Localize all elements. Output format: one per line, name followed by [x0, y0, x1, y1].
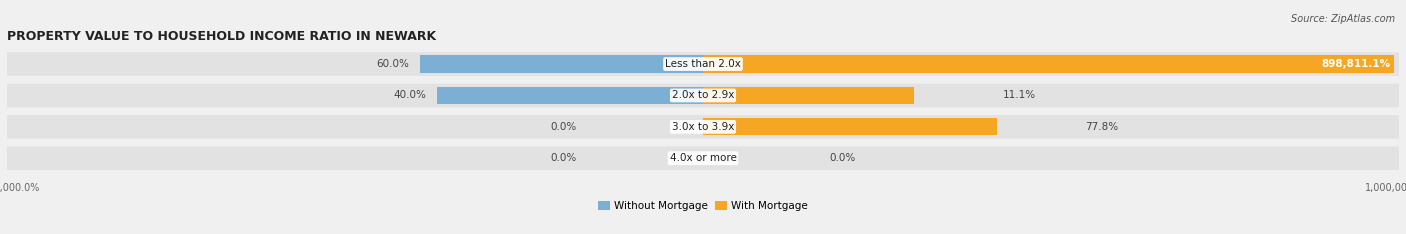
Bar [703, 55, 1395, 73]
Text: 4.0x or more: 4.0x or more [669, 153, 737, 163]
Bar [437, 87, 703, 104]
Text: 77.8%: 77.8% [1085, 122, 1118, 132]
Text: 40.0%: 40.0% [394, 91, 426, 100]
Text: Source: ZipAtlas.com: Source: ZipAtlas.com [1291, 14, 1395, 24]
Bar [420, 55, 703, 73]
Text: 11.1%: 11.1% [1002, 91, 1036, 100]
Text: 0.0%: 0.0% [551, 122, 576, 132]
Text: PROPERTY VALUE TO HOUSEHOLD INCOME RATIO IN NEWARK: PROPERTY VALUE TO HOUSEHOLD INCOME RATIO… [7, 30, 436, 43]
FancyBboxPatch shape [7, 115, 1399, 139]
FancyBboxPatch shape [7, 84, 1399, 107]
Text: 3.0x to 3.9x: 3.0x to 3.9x [672, 122, 734, 132]
Text: 2.0x to 2.9x: 2.0x to 2.9x [672, 91, 734, 100]
Text: Less than 2.0x: Less than 2.0x [665, 59, 741, 69]
Text: 60.0%: 60.0% [377, 59, 409, 69]
FancyBboxPatch shape [7, 146, 1399, 170]
Text: 0.0%: 0.0% [830, 153, 855, 163]
Bar [703, 118, 997, 135]
Text: 0.0%: 0.0% [551, 153, 576, 163]
Text: 898,811.1%: 898,811.1% [1322, 59, 1391, 69]
FancyBboxPatch shape [7, 52, 1399, 76]
Bar [703, 87, 914, 104]
Legend: Without Mortgage, With Mortgage: Without Mortgage, With Mortgage [595, 197, 811, 215]
